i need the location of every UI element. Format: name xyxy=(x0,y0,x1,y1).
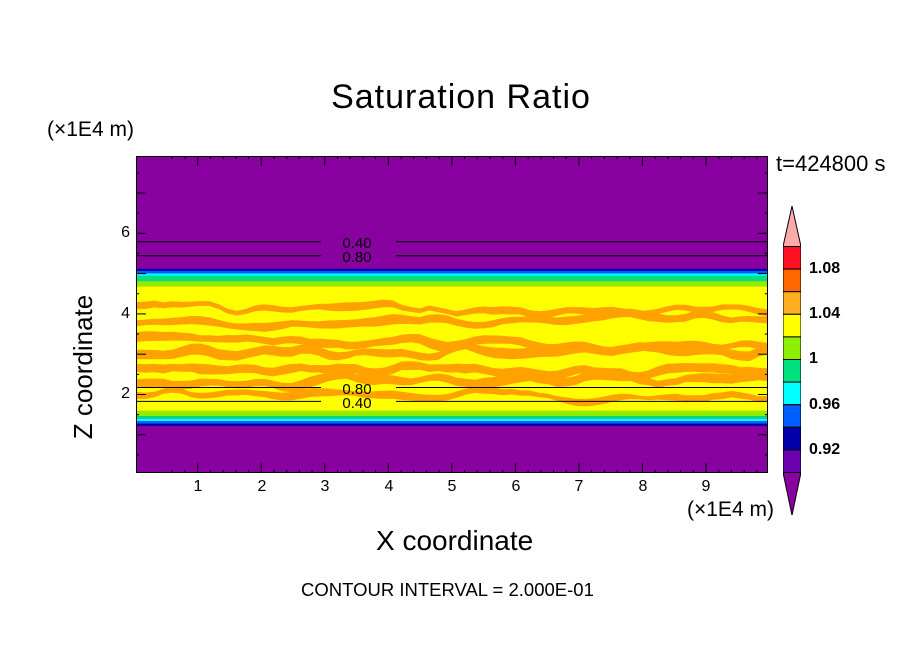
svg-text:0.80: 0.80 xyxy=(342,249,371,266)
svg-text:0.40: 0.40 xyxy=(342,395,371,412)
